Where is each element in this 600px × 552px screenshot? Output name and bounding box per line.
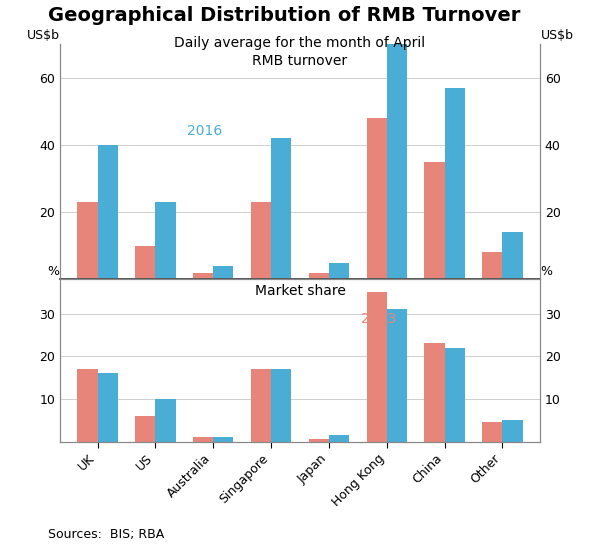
Bar: [502, 232, 523, 279]
Bar: [367, 292, 387, 442]
Text: 2013: 2013: [361, 312, 396, 326]
Bar: [251, 369, 271, 442]
Bar: [502, 420, 523, 442]
Bar: [193, 273, 213, 279]
Bar: [445, 348, 465, 442]
Text: %: %: [541, 265, 553, 278]
Bar: [424, 162, 445, 279]
Text: Sources:  BIS; RBA: Sources: BIS; RBA: [48, 528, 164, 541]
Text: Geographical Distribution of RMB Turnover: Geographical Distribution of RMB Turnove…: [48, 6, 520, 24]
Bar: [251, 202, 271, 279]
Text: Market share: Market share: [254, 284, 346, 298]
Bar: [271, 138, 292, 279]
Bar: [329, 263, 349, 279]
Bar: [445, 88, 465, 279]
Bar: [329, 435, 349, 442]
Bar: [77, 202, 98, 279]
Bar: [77, 369, 98, 442]
Bar: [367, 118, 387, 279]
Bar: [424, 343, 445, 442]
Bar: [135, 246, 155, 279]
Bar: [482, 422, 502, 442]
Bar: [308, 439, 329, 442]
Text: US$b: US$b: [26, 29, 59, 42]
Bar: [387, 24, 407, 279]
Bar: [213, 266, 233, 279]
Bar: [155, 399, 176, 442]
Bar: [482, 252, 502, 279]
Bar: [213, 437, 233, 442]
Bar: [193, 437, 213, 442]
Text: RMB turnover: RMB turnover: [253, 54, 347, 67]
Text: Daily average for the month of April: Daily average for the month of April: [175, 36, 425, 50]
Text: %: %: [47, 265, 59, 278]
Bar: [98, 145, 118, 279]
Bar: [155, 202, 176, 279]
Bar: [98, 373, 118, 442]
Bar: [135, 416, 155, 442]
Text: US$b: US$b: [541, 29, 574, 42]
Bar: [387, 309, 407, 442]
Text: 2016: 2016: [187, 124, 223, 138]
Bar: [308, 273, 329, 279]
Bar: [271, 369, 292, 442]
